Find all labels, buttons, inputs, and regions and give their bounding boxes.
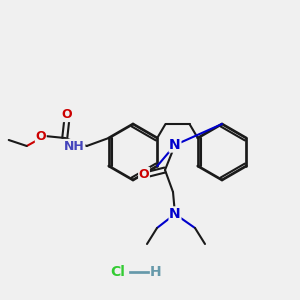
Text: O: O <box>139 167 149 181</box>
Text: O: O <box>61 109 72 122</box>
Text: H: H <box>150 265 162 279</box>
Text: Cl: Cl <box>111 265 125 279</box>
Text: O: O <box>35 130 46 142</box>
Text: N: N <box>169 207 181 221</box>
Text: NH: NH <box>64 140 85 152</box>
Text: N: N <box>169 138 181 152</box>
